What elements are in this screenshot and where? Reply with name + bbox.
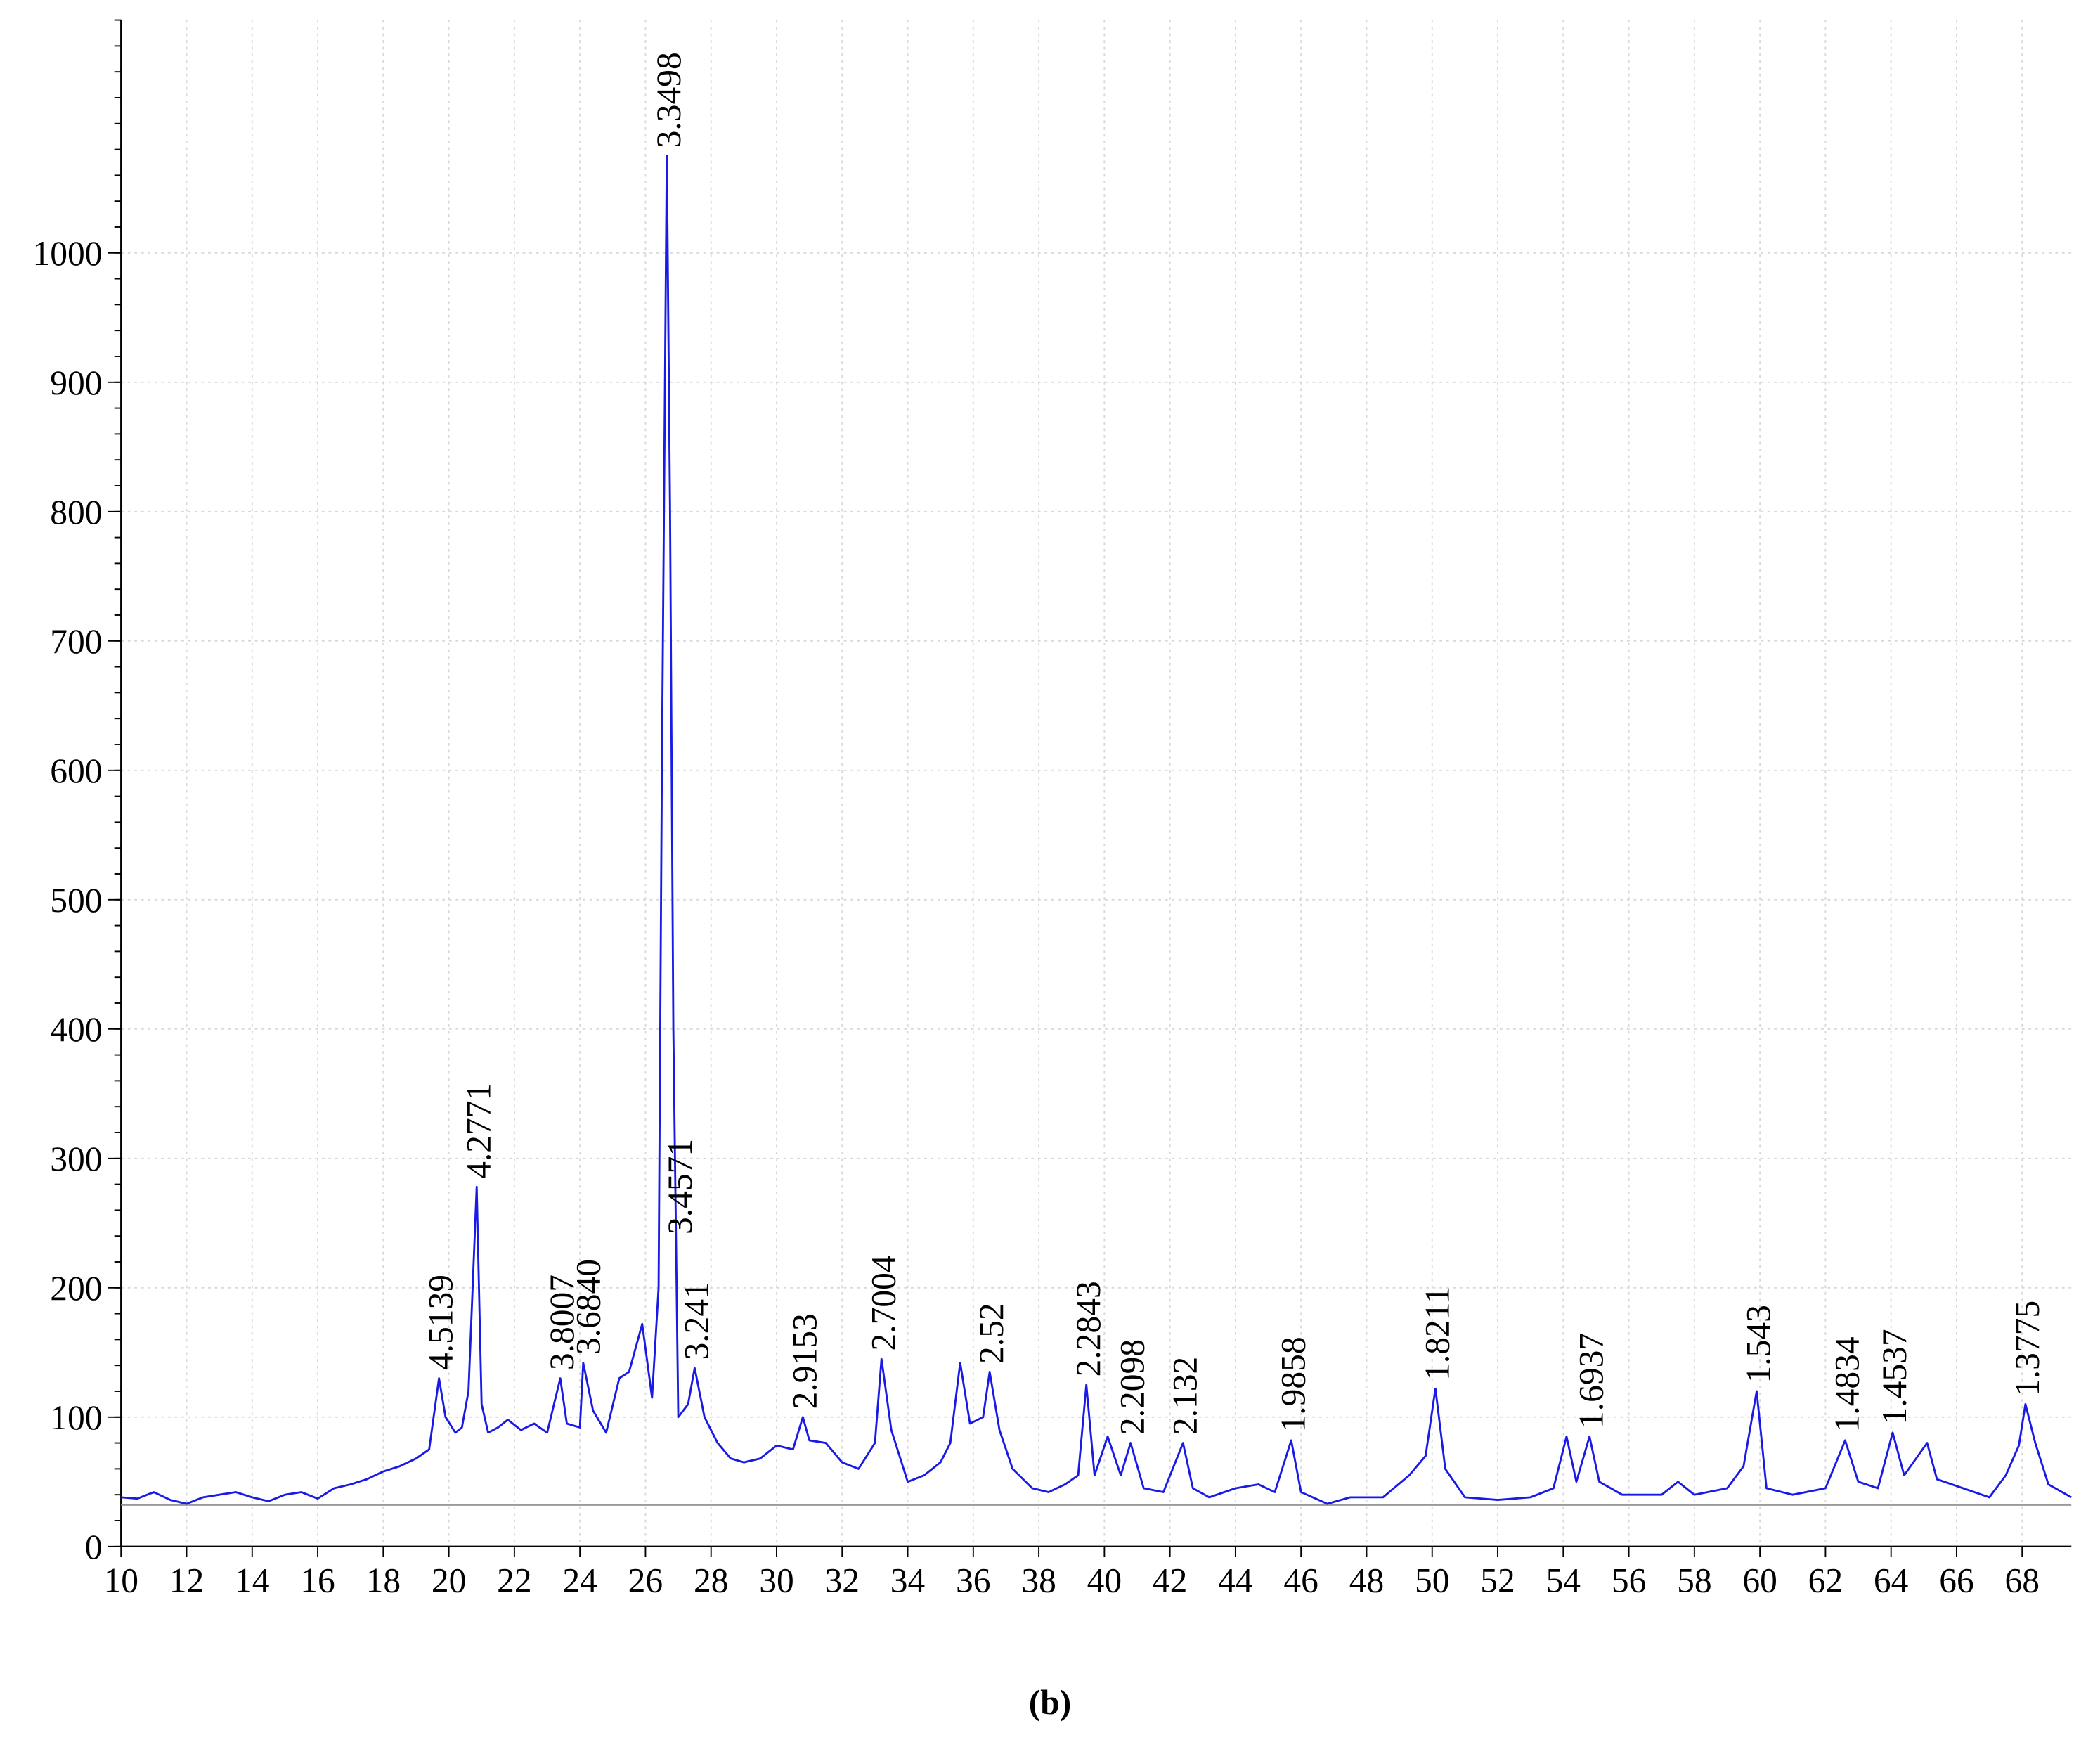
- peak-label: 3.8007: [543, 1275, 581, 1370]
- peak-label: 1.4834: [1827, 1336, 1866, 1432]
- x-tick-label: 56: [1612, 1561, 1647, 1600]
- x-tick-label: 28: [694, 1561, 729, 1600]
- x-tick-label: 46: [1283, 1561, 1318, 1600]
- x-tick-label: 22: [497, 1561, 532, 1600]
- x-tick-label: 60: [1742, 1561, 1777, 1600]
- x-tick-label: 34: [890, 1561, 926, 1600]
- peak-label: 2.7004: [864, 1255, 902, 1350]
- peak-label: 3.6840: [569, 1259, 608, 1355]
- peak-label: 3.3498: [649, 52, 688, 148]
- x-tick-label: 36: [956, 1561, 991, 1600]
- y-tick-label: 1000: [33, 234, 103, 273]
- x-tick-label: 32: [825, 1561, 860, 1600]
- x-tick-label: 30: [759, 1561, 794, 1600]
- x-tick-label: 10: [103, 1561, 138, 1600]
- peak-label: 2.2098: [1113, 1339, 1152, 1435]
- x-tick-label: 54: [1546, 1561, 1581, 1600]
- x-tick-label: 14: [235, 1561, 270, 1600]
- y-tick-label: 800: [50, 493, 102, 531]
- peak-label: 3.241: [677, 1282, 715, 1360]
- x-tick-label: 20: [432, 1561, 467, 1600]
- peak-label: 2.2843: [1069, 1281, 1108, 1376]
- y-tick-label: 300: [50, 1140, 102, 1178]
- y-tick-label: 500: [50, 881, 102, 920]
- x-tick-label: 58: [1677, 1561, 1712, 1600]
- y-tick-label: 900: [50, 363, 102, 402]
- spectrum-line: [121, 155, 2072, 1505]
- x-tick-label: 50: [1415, 1561, 1450, 1600]
- peak-label: 1.4537: [1875, 1329, 1914, 1424]
- x-tick-label: 18: [366, 1561, 401, 1600]
- x-tick-label: 24: [562, 1561, 597, 1600]
- peak-label: 2.52: [972, 1303, 1011, 1364]
- x-tick-label: 52: [1480, 1561, 1515, 1600]
- y-tick-label: 600: [50, 752, 102, 790]
- x-tick-label: 66: [1939, 1561, 1974, 1600]
- peak-label: 1.3775: [2008, 1301, 2047, 1396]
- x-tick-label: 44: [1218, 1561, 1253, 1600]
- peak-label: 2.9153: [785, 1313, 824, 1409]
- peak-label: 4.5139: [422, 1275, 460, 1370]
- peak-label: 2.132: [1165, 1357, 1204, 1435]
- peak-label: 1.9858: [1273, 1336, 1312, 1432]
- caption: (b): [1029, 1683, 1072, 1722]
- x-tick-label: 16: [300, 1561, 335, 1600]
- peak-label: 4.2771: [459, 1083, 498, 1179]
- x-tick-label: 48: [1349, 1561, 1385, 1600]
- peak-label: 1.8211: [1418, 1287, 1456, 1381]
- x-tick-label: 68: [2004, 1561, 2040, 1600]
- x-tick-label: 26: [628, 1561, 663, 1600]
- x-tick-label: 42: [1153, 1561, 1188, 1600]
- peak-label: 1.6937: [1572, 1333, 1611, 1429]
- y-tick-label: 100: [50, 1398, 102, 1437]
- x-tick-label: 12: [169, 1561, 205, 1600]
- x-tick-label: 64: [1874, 1561, 1909, 1600]
- x-tick-label: 40: [1087, 1561, 1122, 1600]
- x-tick-label: 38: [1021, 1561, 1056, 1600]
- y-tick-label: 700: [50, 622, 102, 661]
- x-tick-label: 62: [1808, 1561, 1843, 1600]
- peak-label: 3.4571: [661, 1139, 699, 1234]
- peak-label: 1.543: [1739, 1305, 1778, 1383]
- y-tick-label: 200: [50, 1269, 102, 1308]
- y-tick-label: 400: [50, 1010, 102, 1049]
- y-tick-label: 0: [85, 1528, 103, 1566]
